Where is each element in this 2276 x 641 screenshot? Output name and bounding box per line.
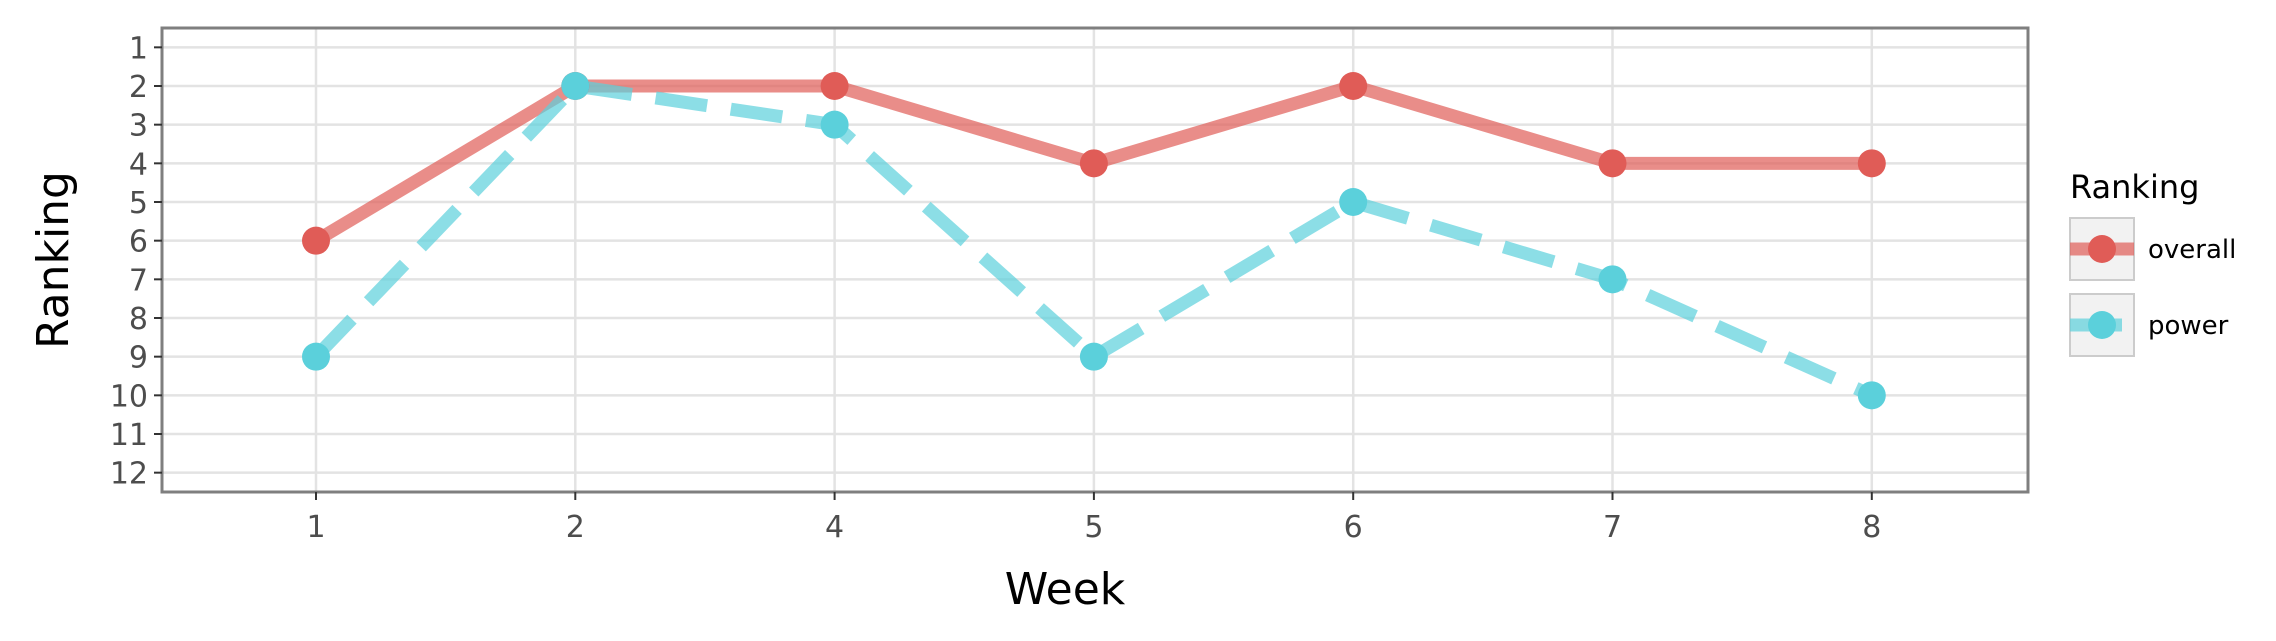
legend-title: Ranking (2070, 168, 2199, 206)
power-point (561, 72, 590, 100)
legend-items: overall power (2069, 217, 2236, 357)
y-tick-label: 4 (129, 147, 148, 182)
x-tick-label: 2 (566, 510, 585, 545)
panel-border (160, 26, 2030, 494)
legend: Ranking overall power (2069, 168, 2236, 357)
y-tick-label: 9 (129, 341, 148, 376)
x-axis-title: Week (1005, 564, 1126, 615)
x-tick-label: 6 (1344, 510, 1363, 545)
legend-item-power: power (2069, 293, 2229, 357)
overall-point (1857, 149, 1886, 178)
y-tick-label: 5 (129, 186, 148, 221)
power-point (1339, 188, 1368, 216)
power-point (1079, 342, 1108, 371)
legend-key-point (2088, 235, 2116, 263)
y-tick-label: 7 (129, 263, 148, 298)
overall-point (1598, 149, 1627, 178)
x-tick-label: 4 (825, 510, 844, 545)
y-tick-label: 2 (129, 70, 148, 105)
power-point (1598, 265, 1627, 294)
y-tick-label: 11 (110, 418, 148, 453)
x-tick-label: 8 (1862, 510, 1881, 545)
y-tick-label: 3 (129, 109, 148, 144)
y-axis-title: Ranking (28, 171, 79, 349)
y-tick-label: 8 (129, 302, 148, 337)
x-tick-label: 7 (1603, 510, 1622, 545)
y-tick-label: 12 (110, 457, 148, 492)
power-point (820, 110, 849, 139)
overall-point (302, 226, 330, 255)
power-point (302, 342, 330, 371)
y-tick-label: 6 (129, 225, 148, 260)
power-point (1857, 381, 1886, 410)
legend-item-overall: overall (2069, 217, 2236, 281)
x-tick-label: 1 (306, 510, 325, 545)
grid-lines (162, 28, 2028, 492)
x-axis-ticks: 1 2 4 5 6 7 8 (306, 492, 1881, 545)
x-tick-label: 5 (1084, 510, 1103, 545)
legend-key-point (2088, 311, 2116, 339)
overall-point (820, 72, 849, 100)
overall-point (1339, 72, 1368, 100)
series-points (302, 72, 1886, 410)
legend-label: power (2148, 311, 2229, 341)
overall-point (1079, 149, 1108, 178)
legend-label: overall (2148, 235, 2236, 265)
y-tick-label: 1 (129, 31, 148, 66)
y-tick-label: 10 (110, 379, 148, 414)
